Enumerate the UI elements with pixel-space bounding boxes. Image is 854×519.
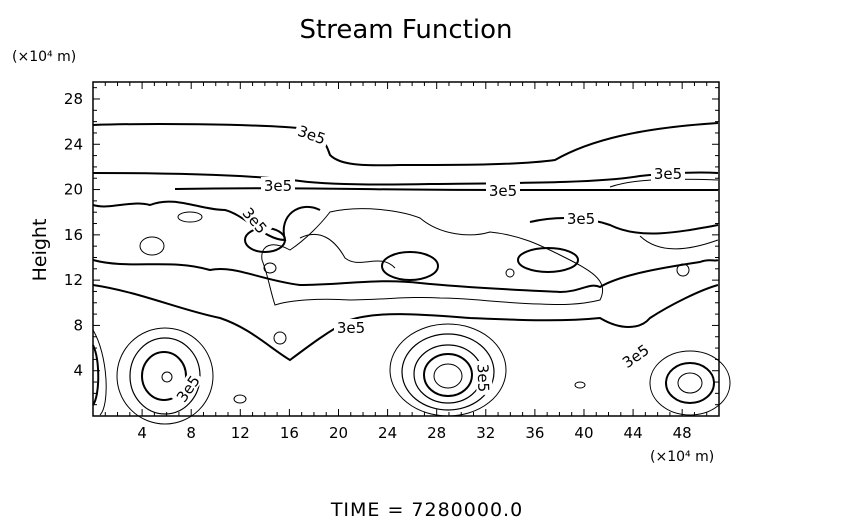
contour-line bbox=[141, 351, 187, 401]
contour-line bbox=[517, 247, 579, 273]
svg-text:3e5: 3e5 bbox=[337, 319, 365, 337]
svg-text:3e5: 3e5 bbox=[474, 363, 493, 392]
x-tick-label: 28 bbox=[427, 424, 446, 442]
contour-line bbox=[433, 363, 463, 389]
y-axis: 4 8 12 16 20 24 28 bbox=[64, 87, 719, 406]
contour-line bbox=[233, 394, 247, 404]
contour-line bbox=[92, 344, 100, 406]
contour-label: 3e5 bbox=[651, 165, 685, 183]
contour-line bbox=[299, 233, 396, 269]
contour-line bbox=[261, 208, 603, 306]
contour-label: 3e5 bbox=[293, 120, 331, 149]
svg-text:3e5: 3e5 bbox=[654, 165, 682, 183]
x-tick-label: 12 bbox=[231, 424, 250, 442]
svg-text:3e5: 3e5 bbox=[489, 182, 517, 200]
y-tick-label: 20 bbox=[64, 181, 83, 199]
contour-line bbox=[574, 381, 586, 389]
contour-line bbox=[665, 362, 715, 404]
time-footer: TIME = 7280000.0 bbox=[330, 499, 523, 519]
x-axis-unit: (×10⁴ m) bbox=[650, 449, 714, 465]
contour-line bbox=[92, 122, 719, 167]
x-tick-label: 8 bbox=[186, 424, 196, 442]
contour-line bbox=[92, 171, 719, 186]
contour-line bbox=[677, 372, 703, 394]
y-tick-label: 16 bbox=[64, 226, 83, 244]
contour-label: 3e5 bbox=[616, 339, 654, 372]
contour-line bbox=[609, 178, 719, 188]
contour-line bbox=[273, 331, 287, 345]
x-tick-label: 32 bbox=[476, 424, 495, 442]
y-tick-label: 12 bbox=[64, 271, 83, 289]
y-tick-label: 8 bbox=[73, 316, 83, 334]
x-tick-label: 48 bbox=[673, 424, 692, 442]
contour-label: 3e5 bbox=[334, 319, 368, 337]
svg-text:3e5: 3e5 bbox=[295, 122, 328, 149]
svg-text:3e5: 3e5 bbox=[567, 210, 595, 228]
contour-line bbox=[505, 268, 515, 278]
x-tick-label: 16 bbox=[280, 424, 299, 442]
plot-frame bbox=[92, 81, 720, 417]
x-tick-label: 44 bbox=[624, 424, 643, 442]
contour-label: 3e5 bbox=[564, 210, 598, 228]
x-tick-label: 24 bbox=[378, 424, 397, 442]
contour-line bbox=[92, 200, 321, 242]
contour-line bbox=[92, 259, 719, 294]
contour-line bbox=[401, 333, 495, 411]
contour-label: 3e5 bbox=[261, 177, 295, 195]
contour-line bbox=[92, 284, 719, 362]
x-tick-label: 4 bbox=[137, 424, 147, 442]
contour-line bbox=[161, 371, 173, 383]
y-tick-label: 4 bbox=[73, 362, 83, 380]
contour-line bbox=[116, 327, 214, 425]
y-tick-label: 24 bbox=[64, 135, 83, 153]
contour-line bbox=[676, 263, 690, 277]
x-axis: 4 8 12 16 20 24 28 32 36 40 44 48 bbox=[104, 82, 708, 442]
contour-line bbox=[129, 337, 201, 415]
y-axis-unit: (×10⁴ m) bbox=[12, 49, 76, 65]
x-tick-label: 20 bbox=[329, 424, 348, 442]
y-tick-label: 28 bbox=[64, 90, 83, 108]
contour-label: 3e5 bbox=[474, 360, 493, 396]
contour-line bbox=[174, 187, 718, 192]
svg-text:3e5: 3e5 bbox=[264, 177, 292, 195]
contour-line bbox=[263, 262, 277, 274]
x-tick-label: 36 bbox=[525, 424, 544, 442]
contour-line bbox=[92, 329, 107, 416]
contour-line bbox=[381, 251, 439, 281]
contour-line bbox=[177, 211, 203, 223]
contour-line bbox=[649, 350, 731, 416]
x-tick-label: 40 bbox=[574, 424, 593, 442]
contour-line bbox=[639, 235, 719, 250]
contour-line bbox=[529, 217, 719, 235]
y-axis-label: Height bbox=[29, 219, 51, 282]
chart-title: Stream Function bbox=[300, 15, 513, 45]
contour-label: 3e5 bbox=[486, 182, 520, 200]
contour-line bbox=[139, 236, 165, 256]
contour-line bbox=[423, 353, 473, 397]
